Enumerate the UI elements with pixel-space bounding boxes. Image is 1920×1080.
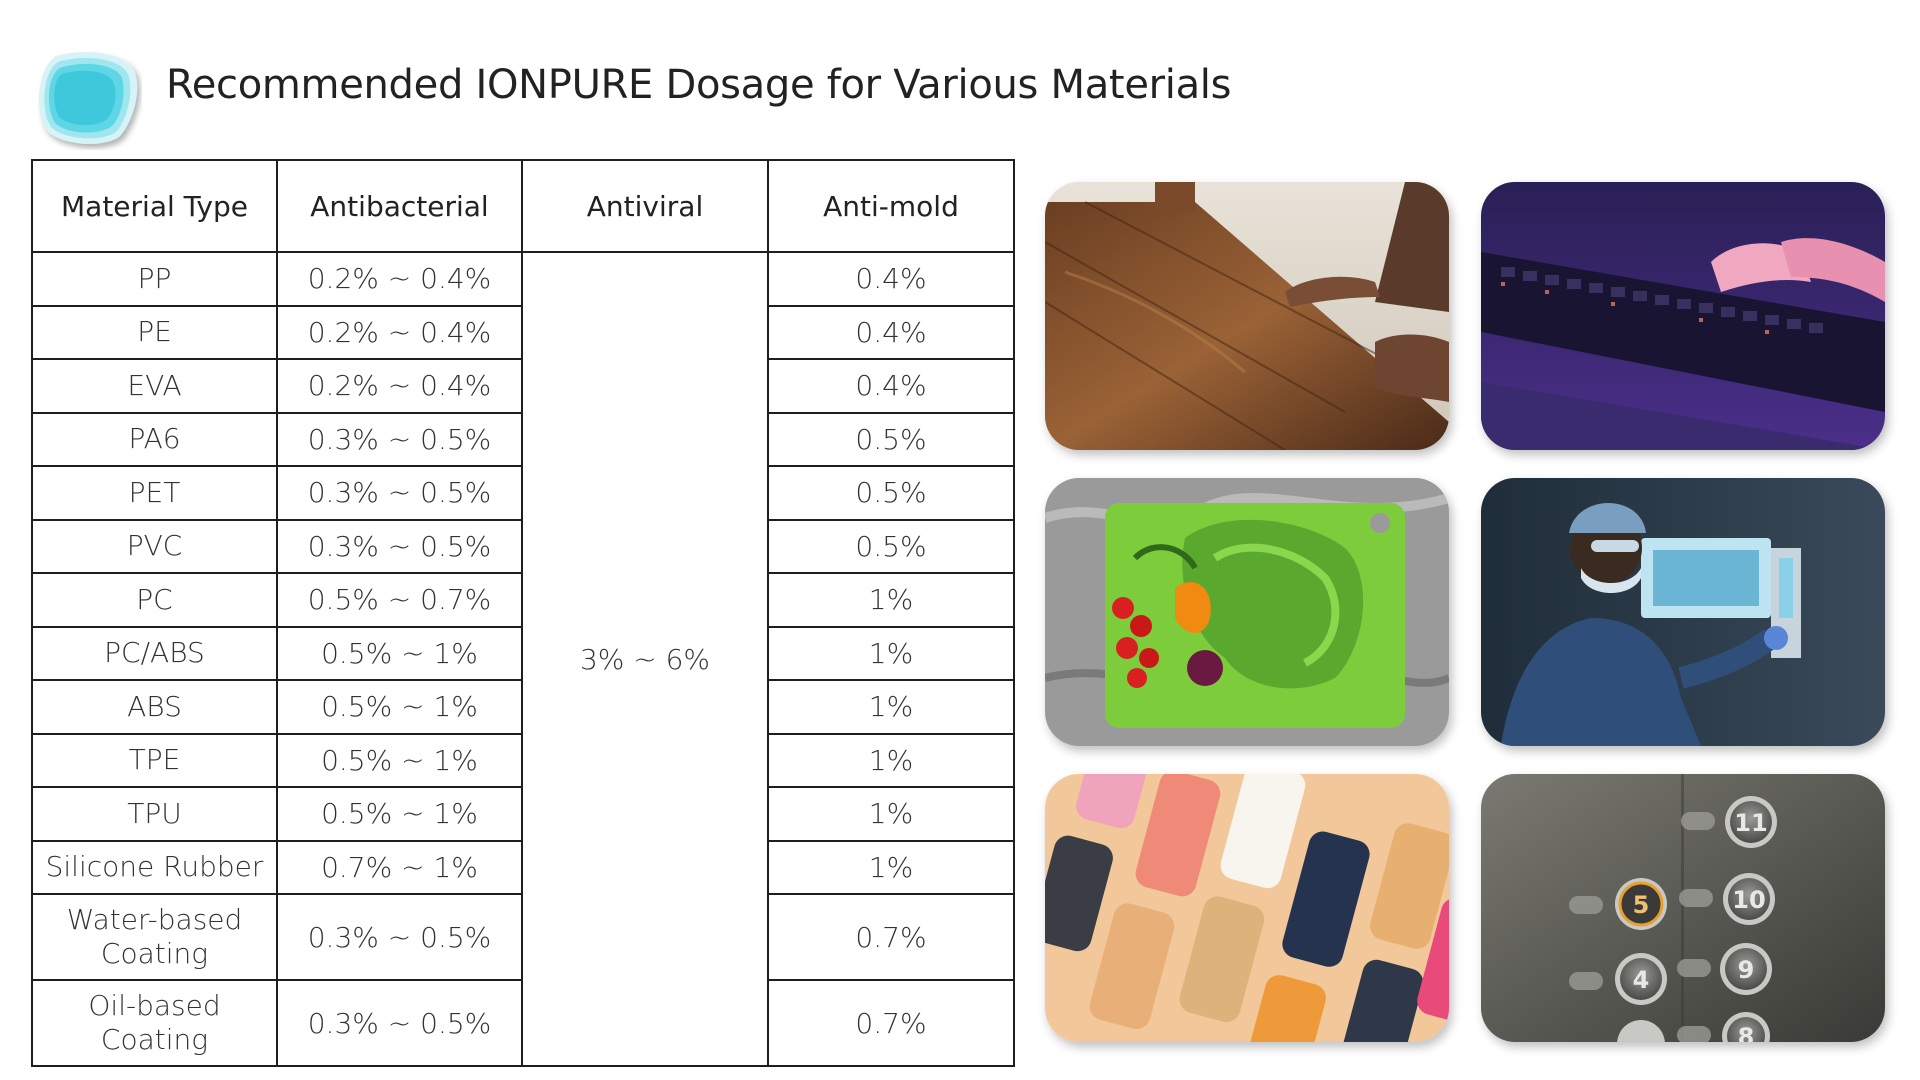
column-header-antibacterial: Antibacterial <box>276 159 523 253</box>
table-header-row: Material Type Antibacterial Antiviral An… <box>31 159 1015 253</box>
table-row: Water-based Coating 0.3% ~ 0.5% 0.7% <box>31 893 1015 981</box>
material-cell: ABS <box>31 679 278 735</box>
table-row: PC/ABS 0.5% ~ 1% 1% <box>31 625 1015 681</box>
material-cell: EVA <box>31 358 278 414</box>
material-cell: PA6 <box>31 411 278 467</box>
medical-worker-photo-icon <box>1481 478 1885 746</box>
page-title: Recommended IONPURE Dosage for Various M… <box>166 62 1232 108</box>
elevator-button-label: 10 <box>1732 886 1765 914</box>
elevator-button-label: 4 <box>1633 966 1650 994</box>
table-row: Silicone Rubber 0.7% ~ 1% 1% <box>31 839 1015 895</box>
antiviral-cell: 3% ~ 6% <box>521 251 769 1067</box>
antibacterial-cell: 0.3% ~ 0.5% <box>276 411 523 467</box>
anti-mold-cell: 1% <box>767 625 1015 681</box>
material-cell: Oil-based Coating <box>31 979 278 1067</box>
antibacterial-cell: 0.3% ~ 0.5% <box>276 518 523 574</box>
table-row: TPU 0.5% ~ 1% 1% <box>31 786 1015 842</box>
layered-teal-logo-icon <box>34 48 142 150</box>
table-row: EVA 0.2% ~ 0.4% 0.4% <box>31 358 1015 414</box>
table-row: ABS 0.5% ~ 1% 1% <box>31 679 1015 735</box>
antibacterial-cell: 0.2% ~ 0.4% <box>276 358 523 414</box>
antibacterial-cell: 0.2% ~ 0.4% <box>276 251 523 307</box>
column-header-antiviral: Antiviral <box>521 159 769 253</box>
anti-mold-cell: 1% <box>767 786 1015 842</box>
dosage-table: Material Type Antibacterial Antiviral An… <box>31 159 1015 1067</box>
table-row: Oil-based Coating 0.3% ~ 0.5% 0.7% <box>31 979 1015 1067</box>
table-row: PP 0.2% ~ 0.4% 3% ~ 6% 0.4% <box>31 251 1015 1067</box>
elevator-button-label: 8 <box>1738 1023 1755 1042</box>
elevator-button-label: 5 <box>1633 891 1650 919</box>
anti-mold-cell: 0.4% <box>767 251 1015 307</box>
antibacterial-cell: 0.2% ~ 0.4% <box>276 304 523 360</box>
material-cell: PC <box>31 572 278 628</box>
antibacterial-cell: 0.5% ~ 1% <box>276 786 523 842</box>
antibacterial-cell: 0.5% ~ 1% <box>276 679 523 735</box>
anti-mold-cell: 0.4% <box>767 358 1015 414</box>
material-cell: TPE <box>31 732 278 788</box>
anti-mold-cell: 0.5% <box>767 465 1015 521</box>
material-cell: PVC <box>31 518 278 574</box>
anti-mold-cell: 0.4% <box>767 304 1015 360</box>
material-line: Coating <box>100 937 209 970</box>
anti-mold-cell: 1% <box>767 572 1015 628</box>
antibacterial-cell: 0.7% ~ 1% <box>276 839 523 895</box>
anti-mold-cell: 0.5% <box>767 518 1015 574</box>
keyboard-photo-icon <box>1481 182 1885 450</box>
elevator-buttons-photo-icon: 11 5 10 4 9 8 <box>1481 774 1885 1042</box>
material-cell: Water-based Coating <box>31 893 278 981</box>
table-row: PVC 0.3% ~ 0.5% 0.5% <box>31 518 1015 574</box>
elevator-button-label: 9 <box>1738 956 1755 984</box>
antibacterial-cell: 0.5% ~ 1% <box>276 625 523 681</box>
material-cell: Silicone Rubber <box>31 839 278 895</box>
antibacterial-cell: 0.3% ~ 0.5% <box>276 465 523 521</box>
elevator-button-label: 11 <box>1734 809 1767 837</box>
anti-mold-cell: 1% <box>767 732 1015 788</box>
table-row: PC 0.5% ~ 0.7% 1% <box>31 572 1015 628</box>
material-cell: PET <box>31 465 278 521</box>
anti-mold-cell: 0.5% <box>767 411 1015 467</box>
table-row: PE 0.2% ~ 0.4% 0.4% <box>31 304 1015 360</box>
anti-mold-cell: 0.7% <box>767 893 1015 981</box>
antibacterial-cell: 0.3% ~ 0.5% <box>276 979 523 1067</box>
anti-mold-cell: 1% <box>767 839 1015 895</box>
material-line: Oil-based <box>88 989 221 1023</box>
column-header-anti-mold: Anti-mold <box>767 159 1015 253</box>
material-cell: PP <box>31 251 278 307</box>
antibacterial-cell: 0.5% ~ 1% <box>276 732 523 788</box>
antibacterial-cell: 0.3% ~ 0.5% <box>276 893 523 981</box>
material-cell: PE <box>31 304 278 360</box>
wood-flooring-photo-icon <box>1045 182 1449 450</box>
material-line: Water-based <box>66 903 243 937</box>
anti-mold-cell: 0.7% <box>767 979 1015 1067</box>
column-header-material-type: Material Type <box>31 159 278 253</box>
phone-cases-photo-icon <box>1045 774 1449 1042</box>
anti-mold-cell: 1% <box>767 679 1015 735</box>
table-row: PET 0.3% ~ 0.5% 0.5% <box>31 465 1015 521</box>
cutting-board-vegetables-photo-icon <box>1045 478 1449 746</box>
table-row: TPE 0.5% ~ 1% 1% <box>31 732 1015 788</box>
material-cell: PC/ABS <box>31 625 278 681</box>
table-row: PA6 0.3% ~ 0.5% 0.5% <box>31 411 1015 467</box>
material-cell: TPU <box>31 786 278 842</box>
antibacterial-cell: 0.5% ~ 0.7% <box>276 572 523 628</box>
material-line: Coating <box>100 1023 209 1056</box>
